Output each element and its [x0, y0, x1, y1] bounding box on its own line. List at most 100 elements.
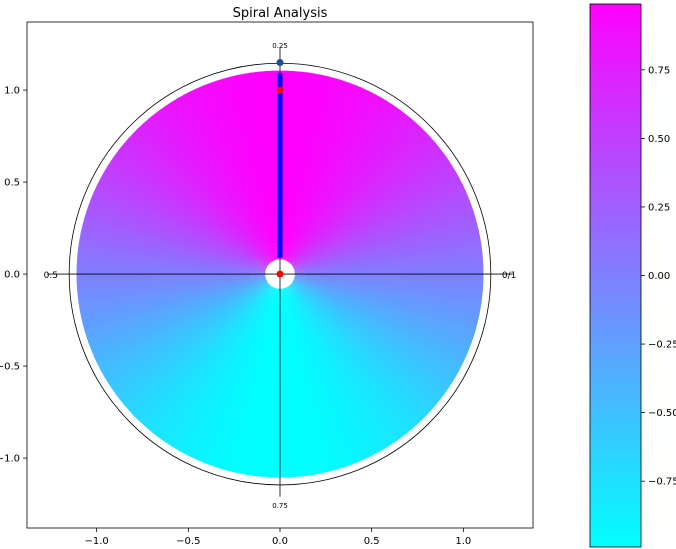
- colorbar-tick-label: −0.75: [648, 477, 676, 488]
- colorbar-tick-label: 0.25: [648, 202, 670, 213]
- disk-wedge: [280, 274, 364, 463]
- disk-wedge: [77, 245, 280, 275]
- disk-wedge: [99, 172, 281, 275]
- disk-wedge: [280, 117, 417, 275]
- disk-wedge: [280, 274, 482, 310]
- disk-wedge: [153, 109, 280, 275]
- disk-wedge: [165, 101, 280, 275]
- disk-wedge: [280, 274, 476, 337]
- disk-wedge: [280, 108, 406, 275]
- disk-wedge: [280, 274, 461, 376]
- disk-wedge: [80, 224, 281, 275]
- data-point: [276, 58, 284, 66]
- disk-wedge: [84, 211, 281, 275]
- disk-wedge: [203, 274, 280, 466]
- disk-wedge: [90, 191, 280, 275]
- data-point: [276, 86, 284, 94]
- disk-wedge: [100, 274, 281, 377]
- disk-wedge: [88, 274, 280, 352]
- disk-wedge: [148, 113, 280, 275]
- disk-wedge: [280, 274, 401, 443]
- disk-wedge: [280, 76, 337, 275]
- disk-wedge: [280, 274, 470, 357]
- x-tick-label: 0.5: [364, 536, 380, 547]
- x-tick-label: 0.0: [272, 536, 288, 547]
- disk-wedge: [280, 274, 358, 466]
- disk-wedge: [190, 274, 280, 461]
- cycle-label: 0.5: [44, 271, 58, 281]
- disk-wedge: [111, 274, 280, 395]
- disk-wedge: [280, 97, 388, 275]
- disk-wedge: [223, 274, 280, 472]
- disk-wedge: [115, 274, 280, 401]
- disk-wedge: [197, 274, 280, 464]
- disk-wedge: [230, 274, 280, 474]
- disk-wedge: [91, 274, 280, 358]
- cycle-labels: 0/1 0.25 0.5 0.75: [44, 42, 517, 510]
- disk-wedge: [159, 105, 280, 275]
- disk-wedge: [280, 274, 383, 454]
- disk-wedge: [280, 93, 382, 275]
- disk-wedge: [258, 274, 280, 478]
- disk-wedge: [280, 274, 389, 451]
- disk-wedge: [280, 159, 453, 275]
- chart-title: Spiral Analysis: [233, 6, 328, 21]
- x-tick-label: −0.5: [176, 536, 200, 547]
- disk-wedge: [93, 184, 280, 275]
- disk-wedge: [79, 231, 280, 275]
- y-axis-ticks: −1.0 −0.5 0.0 0.5 1.0: [0, 86, 27, 465]
- disk-wedge: [280, 72, 316, 275]
- points-group: [276, 58, 284, 278]
- disk-wedge: [280, 274, 472, 351]
- disk-wedge: [202, 82, 280, 275]
- disk-wedge: [280, 274, 442, 405]
- colorbar-tick-label: 0.50: [648, 134, 670, 145]
- disk-wedge: [280, 71, 302, 275]
- disk-wedge: [280, 100, 394, 275]
- disk-wedge: [76, 266, 280, 276]
- disk-wedge: [210, 274, 280, 468]
- disk-wedge: [280, 122, 422, 275]
- disk-wedge: [251, 274, 280, 477]
- disk-wedge: [107, 274, 280, 389]
- disk-wedge: [280, 274, 484, 296]
- colorbar-tick-label: 0.00: [648, 271, 670, 282]
- disk-wedge: [280, 85, 363, 275]
- disk-wedge: [280, 274, 371, 460]
- plot-area: 0/1 0.25 0.5 0.75: [44, 42, 517, 510]
- disk-wedge: [94, 274, 280, 365]
- disk-wedge: [280, 70, 295, 275]
- disk-wedge: [280, 274, 478, 331]
- colorbar-tick-label: −0.50: [648, 408, 676, 419]
- disk-wedge: [280, 171, 460, 275]
- disk-wedge: [217, 274, 280, 470]
- disk-wedge: [143, 274, 280, 431]
- disk-wedge: [78, 238, 280, 275]
- disk-wedge: [184, 274, 280, 458]
- disk-wedge: [160, 274, 280, 444]
- data-point: [276, 270, 284, 278]
- disk-wedge: [280, 126, 427, 275]
- y-tick-label: 0.0: [4, 270, 20, 281]
- y-tick-label: 0.5: [4, 178, 20, 189]
- disk-wedge: [280, 274, 481, 317]
- disk-wedge: [280, 153, 449, 275]
- disk-wedge: [280, 274, 457, 382]
- disk-wedge: [280, 190, 469, 275]
- disk-wedge: [124, 274, 280, 412]
- y-tick-label: 1.0: [4, 86, 20, 97]
- disk-wedge: [149, 274, 280, 436]
- disk-wedge: [143, 118, 280, 275]
- disk-wedge: [280, 113, 411, 275]
- disk-wedge: [196, 85, 280, 275]
- disk-wedge: [132, 127, 280, 275]
- cycle-label: 0.25: [272, 42, 288, 50]
- disk-wedge: [280, 274, 395, 447]
- disk-wedge: [82, 217, 280, 275]
- disk-wedge: [103, 274, 281, 383]
- cycle-label: 0/1: [502, 271, 516, 281]
- disk-wedge: [280, 177, 463, 275]
- disk-wedge: [280, 82, 357, 275]
- disk-wedge: [280, 74, 330, 275]
- disk-wedge: [189, 88, 280, 275]
